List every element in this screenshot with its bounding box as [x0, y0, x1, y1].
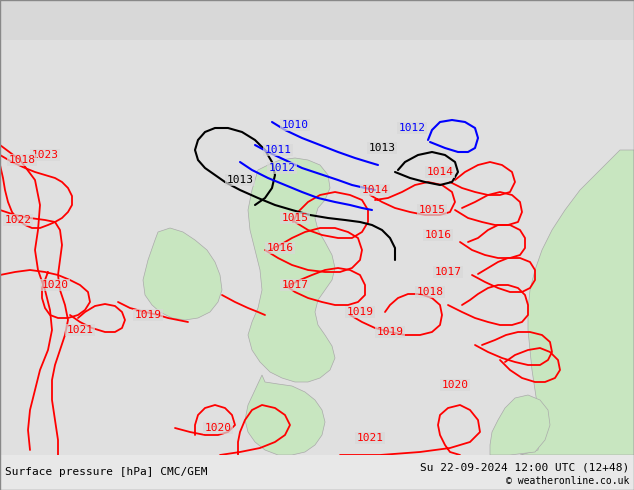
Text: 1018: 1018: [417, 287, 444, 297]
Text: © weatheronline.co.uk: © weatheronline.co.uk: [506, 476, 629, 486]
Polygon shape: [143, 228, 222, 320]
Text: 1019: 1019: [134, 310, 162, 320]
Text: 1010: 1010: [281, 120, 309, 130]
Text: 1014: 1014: [361, 185, 389, 195]
Bar: [0, 455, 634, 490]
Text: 1023: 1023: [32, 150, 58, 160]
Text: 1019: 1019: [347, 307, 373, 317]
Text: 1017: 1017: [434, 267, 462, 277]
Text: 1017: 1017: [281, 280, 309, 290]
Text: 1019: 1019: [377, 327, 403, 337]
Text: 1018: 1018: [8, 155, 36, 165]
Text: 1021: 1021: [67, 325, 93, 335]
Polygon shape: [245, 375, 325, 455]
Text: 1015: 1015: [281, 213, 309, 223]
Text: 1020: 1020: [41, 280, 68, 290]
Text: 1022: 1022: [4, 215, 32, 225]
Text: 1012: 1012: [399, 123, 425, 133]
Text: 1020: 1020: [205, 423, 231, 433]
Polygon shape: [248, 158, 335, 382]
Text: 1011: 1011: [264, 145, 292, 155]
Text: 1014: 1014: [427, 167, 453, 177]
Text: Surface pressure [hPa] CMC/GEM: Surface pressure [hPa] CMC/GEM: [5, 467, 207, 477]
Text: 1016: 1016: [266, 243, 294, 253]
Text: 1016: 1016: [425, 230, 451, 240]
Text: 1021: 1021: [356, 433, 384, 443]
Text: 1015: 1015: [418, 205, 446, 215]
Text: 1020: 1020: [441, 380, 469, 390]
Bar: [0, 40, 634, 455]
Polygon shape: [490, 395, 550, 455]
Text: 1012: 1012: [269, 163, 295, 173]
Text: 1013: 1013: [368, 143, 396, 153]
Polygon shape: [520, 150, 634, 455]
Text: Su 22-09-2024 12:00 UTC (12+48): Su 22-09-2024 12:00 UTC (12+48): [420, 463, 629, 473]
Text: 1013: 1013: [226, 175, 254, 185]
